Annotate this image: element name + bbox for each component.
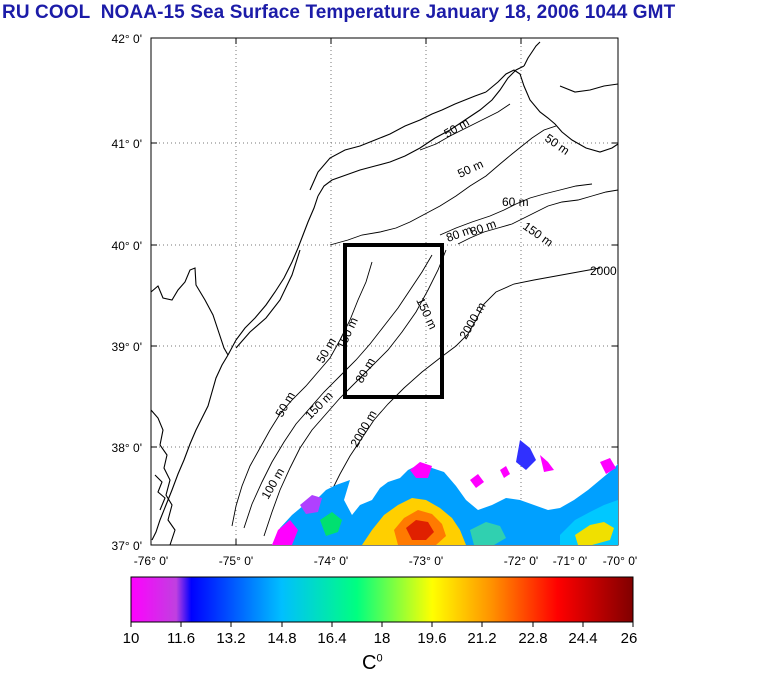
colorbar-ticks [130,622,634,627]
lat-label: 37° 0' [111,539,142,553]
study-box [343,243,444,399]
lon-label: -70° 0' [602,554,638,568]
map-frame [150,37,619,546]
colorbar-label: 14.8 [267,630,297,647]
lon-label: -76° 0' [133,554,169,568]
colorbar-label: 21.2 [467,630,497,647]
colorbar-label: 13.2 [216,630,246,647]
colorbar-label: 24.4 [568,630,598,647]
isobath-label: 60 m [502,195,529,209]
map-title: RU COOL NOAA-15 Sea Surface Temperature … [2,2,676,23]
colorbar-label: 19.6 [417,630,447,647]
coastline [150,41,619,546]
axis-ticks [151,37,618,545]
colorbar-unit: C0 [362,652,383,675]
colorbar-label: 11.6 [166,630,196,647]
lat-label: 41° 0' [111,137,142,151]
unit-superscript: 0 [376,652,383,665]
lat-label: 42° 0' [111,32,142,46]
lon-label: -75° 0' [218,554,254,568]
lat-label: 39° 0' [111,340,142,354]
colorbar-label: 26 [620,630,638,647]
colorbar [130,576,634,623]
colorbar-label: 18 [373,630,391,647]
colorbar-label: 10 [122,630,140,647]
lat-label: 40° 0' [111,239,142,253]
lon-label: -72° 0' [503,554,539,568]
lon-label: -71° 0' [552,554,588,568]
map-grid [151,38,618,545]
lon-label: -74° 0' [313,554,349,568]
colorbar-label: 22.8 [518,630,548,647]
unit-letter: C [362,652,377,674]
lon-label: -73° 0' [408,554,444,568]
lat-label: 38° 0' [111,441,142,455]
isobath-label: 2000 [590,264,617,278]
sst-data-patches [272,440,618,545]
colorbar-label: 16.4 [317,630,347,647]
